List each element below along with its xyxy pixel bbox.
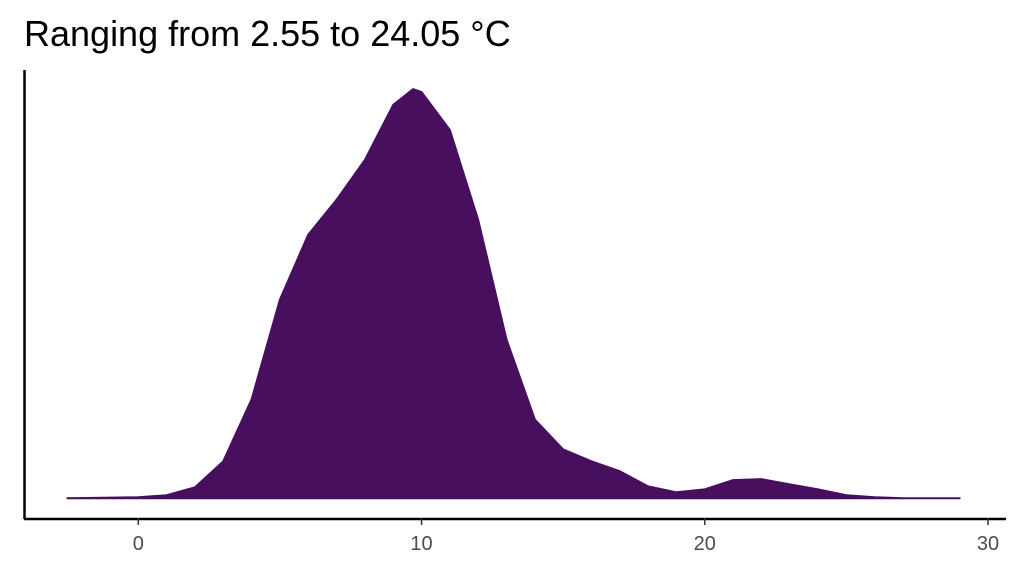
x-tick-label: 20 (694, 533, 716, 555)
chart-title: Ranging from 2.55 to 24.05 °C (24, 13, 511, 54)
density-area (66, 88, 961, 500)
x-tick-label: 0 (133, 533, 144, 555)
x-tick-label: 10 (410, 533, 432, 555)
x-tick-label: 30 (977, 533, 999, 555)
